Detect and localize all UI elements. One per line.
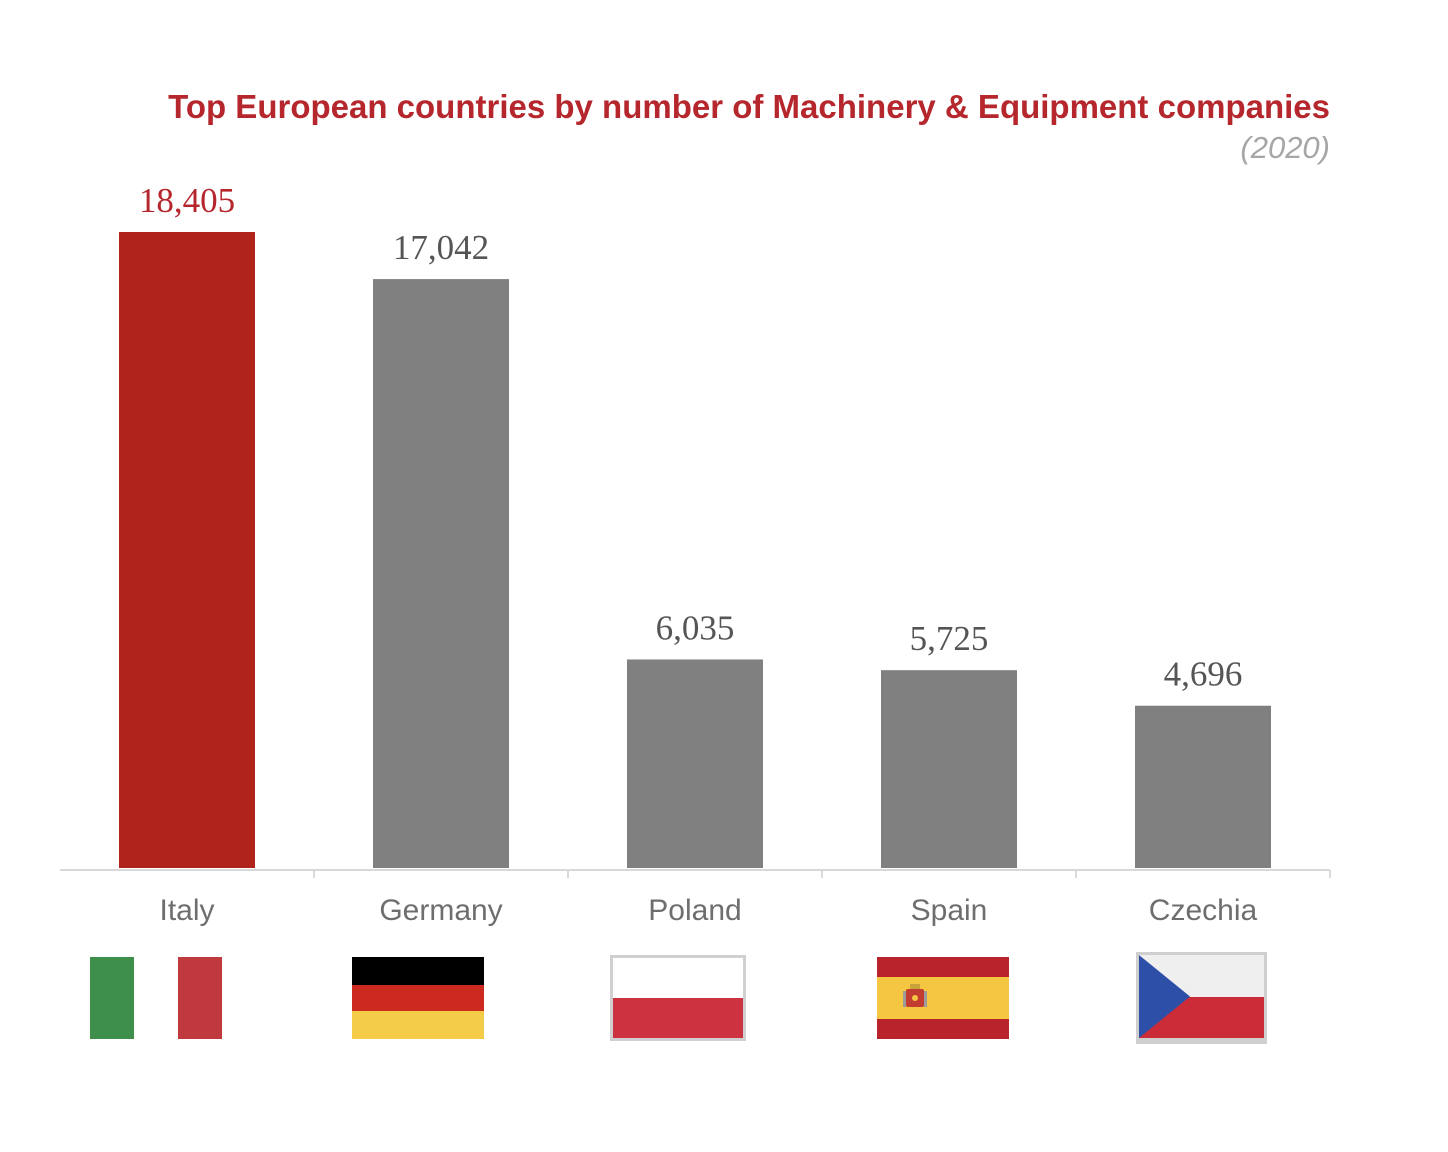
x-axis-ticks [313, 870, 1331, 878]
bar-poland [627, 659, 763, 868]
value-label-poland: 6,035 [656, 608, 735, 647]
value-labels-group: 18,405 17,042 6,035 5,725 4,696 [139, 181, 1243, 694]
czechia-flag-icon [1136, 952, 1267, 1044]
value-label-spain: 5,725 [910, 619, 989, 658]
category-label-italy: Italy [159, 894, 214, 927]
chart-title: Top European countries by number of Mach… [168, 88, 1330, 125]
poland-flag-icon [610, 955, 746, 1041]
value-label-italy: 18,405 [139, 181, 235, 220]
bars-group [119, 232, 1271, 868]
germany-flag-icon [352, 957, 484, 1039]
spain-flag-icon [877, 957, 1009, 1039]
spain-coat-of-arms-icon [903, 984, 927, 1007]
bar-italy [119, 232, 255, 868]
value-label-czechia: 4,696 [1164, 655, 1243, 694]
category-label-spain: Spain [911, 894, 988, 927]
category-label-germany: Germany [379, 894, 502, 927]
bar-spain [881, 670, 1017, 868]
category-label-poland: Poland [648, 894, 741, 927]
italy-flag-icon [90, 957, 222, 1039]
category-label-czechia: Czechia [1149, 894, 1258, 927]
bar-germany [373, 279, 509, 868]
chart-subtitle: (2020) [1240, 130, 1330, 165]
category-labels-group: Italy Germany Poland Spain Czechia [159, 894, 1257, 927]
value-label-germany: 17,042 [393, 228, 489, 267]
bar-czechia [1135, 705, 1271, 868]
